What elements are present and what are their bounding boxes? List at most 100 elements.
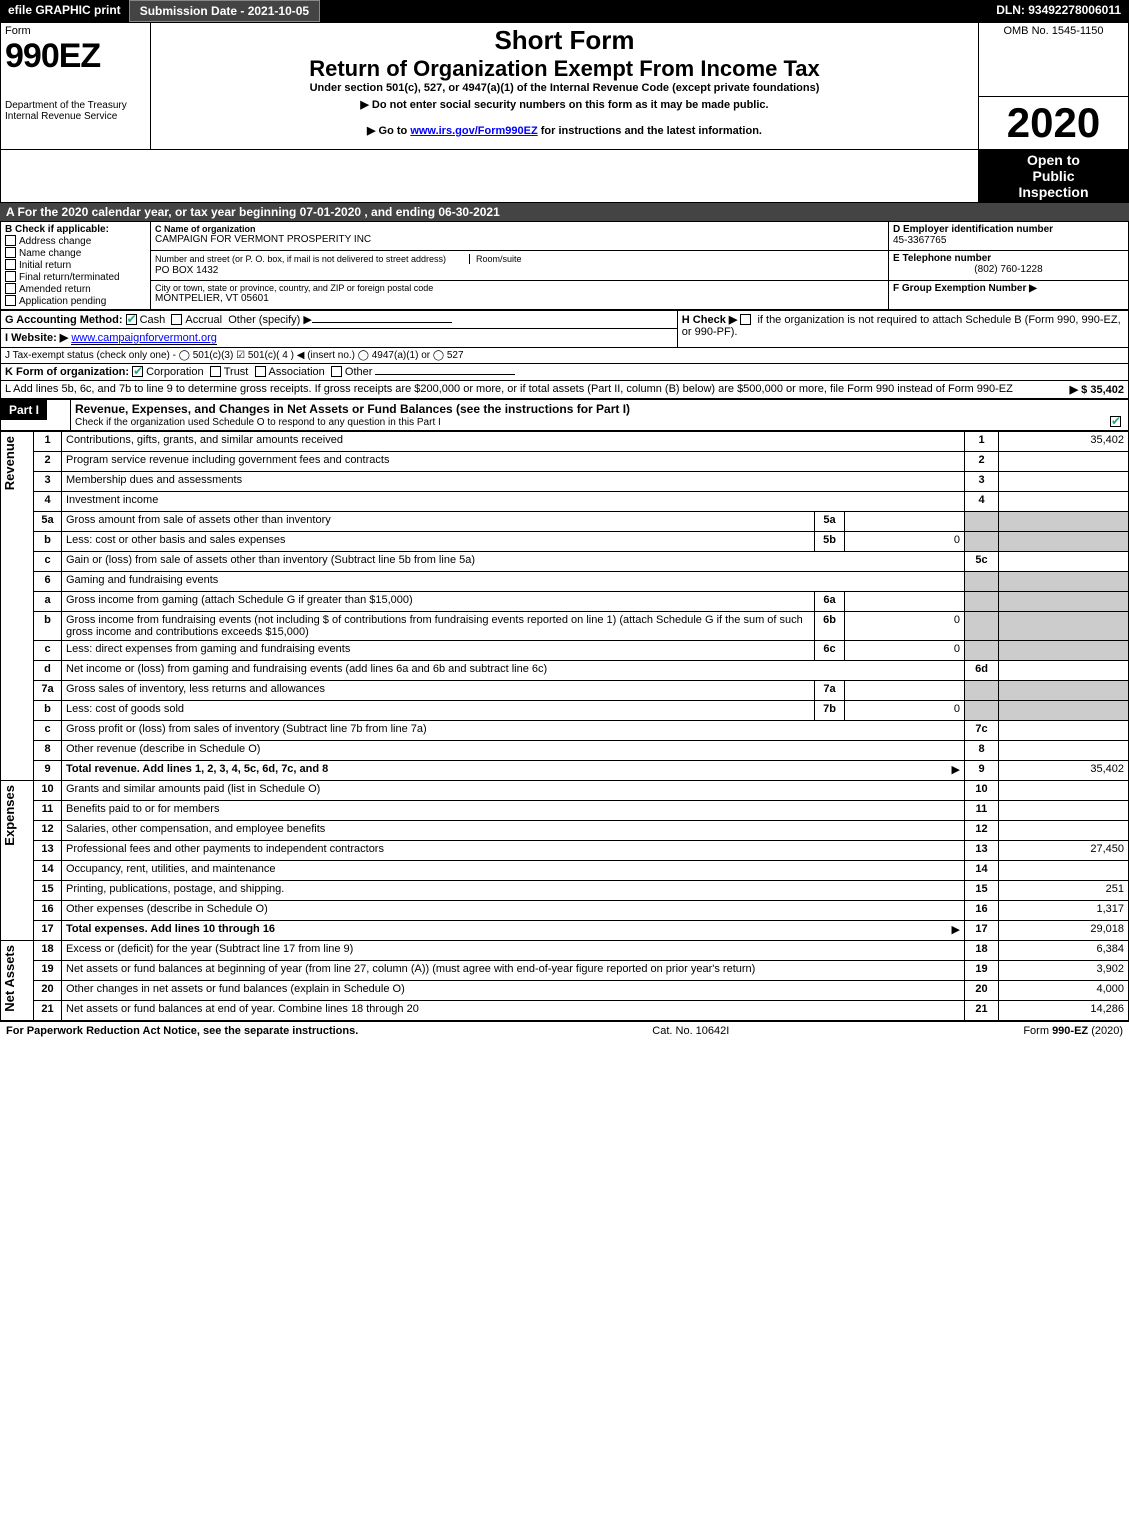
line-7b-desc: Less: cost of goods sold	[66, 703, 184, 715]
top-bar: efile GRAPHIC print Submission Date - 20…	[0, 0, 1129, 22]
expenses-side-label: Expenses	[1, 781, 18, 850]
line-5b-endval	[999, 531, 1129, 551]
other-specify-label: Other (specify) ▶	[228, 314, 312, 326]
line-5a-midval	[845, 511, 965, 531]
line-19-no: 19	[34, 960, 62, 980]
line-10-box: 10	[965, 780, 999, 800]
part-i-header: Part I Revenue, Expenses, and Changes in…	[0, 399, 1129, 431]
address-change-label: Address change	[19, 236, 91, 247]
accrual-label: Accrual	[185, 314, 222, 326]
part-i-label: Part I	[1, 400, 47, 420]
accrual-checkbox[interactable]	[171, 314, 182, 325]
line-7a-endbox	[965, 680, 999, 700]
line-7b-endval	[999, 700, 1129, 720]
line-14-no: 14	[34, 860, 62, 880]
line-12-no: 12	[34, 820, 62, 840]
return-title: Return of Organization Exempt From Incom…	[155, 56, 974, 82]
other-org-label: Other	[345, 366, 373, 378]
line-6d-desc: Net income or (loss) from gaming and fun…	[66, 663, 547, 675]
goto-pre: ▶ Go to	[367, 125, 410, 137]
line-6d-no: d	[34, 660, 62, 680]
association-checkbox[interactable]	[255, 366, 266, 377]
box-e-label: E Telephone number	[893, 253, 1124, 264]
name-change-label: Name change	[19, 248, 81, 259]
line-7a-no: 7a	[34, 680, 62, 700]
cash-checkbox[interactable]	[126, 314, 137, 325]
line-21-no: 21	[34, 1000, 62, 1020]
submission-date-button[interactable]: Submission Date - 2021-10-05	[129, 0, 320, 22]
website-link[interactable]: www.campaignforvermont.org	[71, 332, 217, 345]
box-c-name-label: C Name of organization	[155, 224, 884, 234]
association-label: Association	[269, 366, 325, 378]
other-specify-field[interactable]	[312, 322, 452, 323]
inspection: Inspection	[983, 184, 1124, 200]
trust-checkbox[interactable]	[210, 366, 221, 377]
line-5c-no: c	[34, 551, 62, 571]
other-org-checkbox[interactable]	[331, 366, 342, 377]
line-6c-endval	[999, 640, 1129, 660]
line-16-value: 1,317	[999, 900, 1129, 920]
line-k-label: K Form of organization:	[5, 366, 129, 378]
line-6b-midbox: 6b	[815, 611, 845, 640]
line-18-no: 18	[34, 940, 62, 960]
line-7b-no: b	[34, 700, 62, 720]
line-21-value: 14,286	[999, 1000, 1129, 1020]
city-value: MONTPELIER, VT 05601	[155, 293, 884, 304]
line-18-box: 18	[965, 940, 999, 960]
line-5a-endbox	[965, 511, 999, 531]
line-21-desc: Net assets or fund balances at end of ye…	[66, 1003, 419, 1015]
address-change-checkbox[interactable]	[5, 235, 16, 246]
line-13-desc: Professional fees and other payments to …	[66, 843, 384, 855]
entity-info-table: B Check if applicable: Address change Na…	[0, 221, 1129, 310]
line-6-desc: Gaming and fundraising events	[66, 574, 218, 586]
line-2-box: 2	[965, 451, 999, 471]
goto-post: for instructions and the latest informat…	[538, 125, 762, 137]
line-4-no: 4	[34, 491, 62, 511]
corporation-checkbox[interactable]	[132, 366, 143, 377]
footer-form-post: (2020)	[1088, 1025, 1123, 1037]
line-9-arrow-icon: ▶	[952, 763, 960, 776]
application-pending-label: Application pending	[19, 296, 106, 307]
amended-return-checkbox[interactable]	[5, 283, 16, 294]
line-6-endval	[999, 571, 1129, 591]
dept-treasury: Department of the Treasury	[5, 100, 146, 111]
room-suite-label: Room/suite	[469, 254, 522, 264]
cash-label: Cash	[140, 314, 166, 326]
part-i-check-text: Check if the organization used Schedule …	[75, 417, 441, 428]
line-16-no: 16	[34, 900, 62, 920]
line-6b-endval	[999, 611, 1129, 640]
line-6d-value	[999, 660, 1129, 680]
line-6a-endbox	[965, 591, 999, 611]
line-15-desc: Printing, publications, postage, and shi…	[66, 883, 284, 895]
line-14-box: 14	[965, 860, 999, 880]
line-6a-no: a	[34, 591, 62, 611]
schedule-b-checkbox[interactable]	[740, 314, 751, 325]
line-5b-endbox	[965, 531, 999, 551]
line-6b-desc: Gross income from fundraising events (no…	[66, 614, 803, 638]
line-l-amount: ▶ $ 35,402	[1070, 383, 1124, 396]
line-6c-midbox: 6c	[815, 640, 845, 660]
line-8-box: 8	[965, 740, 999, 760]
final-return-checkbox[interactable]	[5, 271, 16, 282]
name-change-checkbox[interactable]	[5, 247, 16, 258]
line-7b-midbox: 7b	[815, 700, 845, 720]
line-6-endbox	[965, 571, 999, 591]
application-pending-checkbox[interactable]	[5, 295, 16, 306]
open-to: Open to	[983, 152, 1124, 168]
line-8-value	[999, 740, 1129, 760]
irs-link[interactable]: www.irs.gov/Form990EZ	[410, 125, 537, 137]
initial-return-checkbox[interactable]	[5, 259, 16, 270]
line-17-desc: Total expenses. Add lines 10 through 16	[66, 923, 275, 935]
addr-label: Number and street (or P. O. box, if mail…	[155, 254, 446, 264]
line-6d-box: 6d	[965, 660, 999, 680]
line-20-desc: Other changes in net assets or fund bala…	[66, 983, 405, 995]
efile-print-label[interactable]: efile GRAPHIC print	[0, 0, 129, 22]
line-16-desc: Other expenses (describe in Schedule O)	[66, 903, 268, 915]
line-2-value	[999, 451, 1129, 471]
line-11-desc: Benefits paid to or for members	[66, 803, 219, 815]
line-6c-endbox	[965, 640, 999, 660]
telephone-value: (802) 760-1228	[893, 264, 1124, 275]
other-org-field[interactable]	[375, 374, 515, 375]
line-5c-desc: Gain or (loss) from sale of assets other…	[66, 554, 475, 566]
schedule-o-checkbox[interactable]	[1110, 416, 1121, 427]
